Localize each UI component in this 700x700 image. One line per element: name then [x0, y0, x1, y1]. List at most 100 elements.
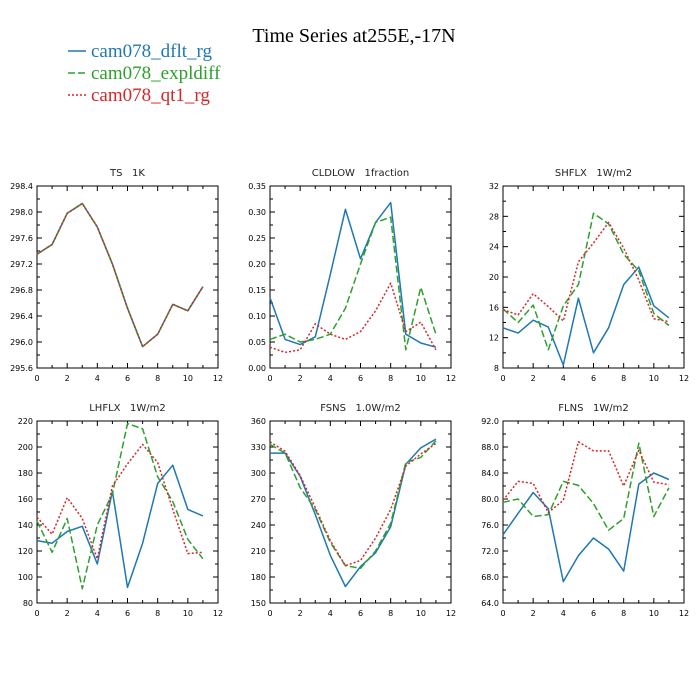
series-line-cam078_qt1_rg	[502, 441, 670, 514]
series-line-cam078_dflt_rg	[269, 201, 437, 348]
chart-panel-1: TS 1K 0 2 4 6 8 10 12 295.6 296.0 296.4 296.8 297.2 2…	[10, 168, 223, 383]
chart-panels: TS 1K 0 2 4 6 8 10 12 295.6 296.0 296.4 296.8 297.2 2…	[10, 168, 689, 618]
y-tick-label: 0.30	[248, 208, 266, 217]
x-tick-label: 0	[500, 609, 505, 618]
series-line-cam078_expldiff	[502, 442, 670, 531]
y-tick-label: 0.10	[248, 312, 266, 321]
y-tick-label: 8	[494, 364, 499, 373]
x-tick-label: 8	[388, 374, 393, 383]
panel-title: FLNS 1W/m2	[558, 403, 628, 414]
x-tick-label: 8	[388, 609, 393, 618]
x-tick-label: 12	[446, 374, 456, 383]
plot-frame	[269, 420, 452, 604]
x-tick-label: 4	[561, 374, 566, 383]
y-tick-label: 80.0	[481, 495, 499, 504]
y-tick-label: 360	[251, 417, 266, 426]
y-tick-label: 76.0	[481, 521, 499, 530]
x-tick-label: 6	[591, 374, 596, 383]
y-tick-label: 298.0	[10, 208, 33, 217]
y-tick-label: 12	[489, 334, 499, 343]
x-tick-label: 0	[34, 609, 39, 618]
x-tick-label: 0	[34, 374, 39, 383]
x-tick-label: 12	[213, 609, 223, 618]
series-line-cam078_qt1_rg	[36, 443, 203, 560]
plot-frame	[36, 420, 219, 604]
series-line-cam078_dflt_rg	[36, 202, 204, 348]
x-tick-label: 6	[125, 609, 130, 618]
series-line-cam078_expldiff	[36, 422, 204, 590]
series-line-cam078_expldiff	[269, 216, 437, 351]
series-line-cam078_qt1_rg	[502, 221, 670, 323]
y-tick-label: 68.0	[481, 573, 499, 582]
y-tick-label: 200	[18, 443, 33, 452]
x-tick-label: 12	[213, 374, 223, 383]
x-tick-label: 10	[416, 374, 426, 383]
y-tick-label: 296.0	[10, 338, 33, 347]
legend: cam078_dflt_rgcam078_expldiffcam078_qt1_…	[68, 41, 221, 106]
y-tick-label: 100	[18, 573, 33, 582]
x-tick-label: 12	[679, 609, 689, 618]
x-tick-label: 2	[531, 609, 536, 618]
x-tick-label: 4	[328, 609, 333, 618]
x-tick-label: 12	[446, 609, 456, 618]
series-line-cam078_dflt_rg	[502, 472, 670, 583]
y-tick-label: 180	[18, 469, 33, 478]
y-tick-label: 16	[489, 303, 499, 312]
x-tick-label: 6	[358, 374, 363, 383]
y-tick-label: 270	[251, 495, 266, 504]
x-tick-label: 8	[155, 609, 160, 618]
y-tick-label: 92.0	[481, 417, 499, 426]
x-tick-label: 0	[500, 374, 505, 383]
y-tick-label: 296.4	[10, 312, 33, 321]
y-tick-label: 0.05	[248, 338, 266, 347]
y-tick-label: 210	[251, 547, 266, 556]
y-tick-label: 0.20	[248, 260, 266, 269]
chart-panel-6: FLNS 1W/m2 0 2 4 6 8 10 12 64.0 68.0 72.0 76.0 80.0 8…	[481, 403, 689, 618]
y-tick-label: 88.0	[481, 443, 499, 452]
y-tick-label: 160	[18, 495, 33, 504]
x-tick-label: 10	[416, 609, 426, 618]
x-tick-label: 10	[649, 609, 659, 618]
y-tick-label: 296.8	[10, 286, 33, 295]
x-tick-label: 10	[183, 609, 193, 618]
y-tick-label: 0.25	[248, 234, 266, 243]
x-tick-label: 10	[183, 374, 193, 383]
y-tick-label: 297.2	[10, 260, 33, 269]
y-tick-label: 84.0	[481, 469, 499, 478]
y-tick-label: 80	[23, 599, 33, 608]
y-tick-label: 0.00	[248, 364, 266, 373]
x-tick-label: 10	[649, 374, 659, 383]
x-tick-label: 8	[621, 609, 626, 618]
y-tick-label: 180	[251, 573, 266, 582]
y-tick-label: 140	[18, 521, 33, 530]
series-line-cam078_qt1_rg	[269, 441, 437, 567]
panel-title: FSNS 1.0W/m2	[320, 403, 401, 414]
y-tick-label: 150	[251, 599, 266, 608]
x-tick-label: 2	[65, 609, 70, 618]
legend-label-3: cam078_qt1_rg	[91, 85, 210, 106]
panel-title: TS 1K	[109, 168, 145, 179]
x-tick-label: 8	[155, 374, 160, 383]
y-tick-label: 300	[251, 469, 266, 478]
x-tick-label: 6	[591, 609, 596, 618]
y-tick-label: 32	[489, 182, 499, 191]
x-tick-label: 8	[621, 374, 626, 383]
plot-frame	[36, 185, 219, 369]
series-line-cam078_expldiff	[269, 440, 437, 570]
series-line-cam078_qt1_rg	[36, 202, 204, 348]
y-tick-label: 72.0	[481, 547, 499, 556]
x-tick-label: 2	[65, 374, 70, 383]
panel-title: SHFLX 1W/m2	[555, 168, 632, 179]
y-tick-label: 295.6	[10, 364, 33, 373]
series-line-cam078_qt1_rg	[269, 282, 437, 354]
panel-title: CLDLOW 1fraction	[312, 168, 410, 179]
legend-label-2: cam078_expldiff	[91, 63, 221, 84]
chart-panel-4: LHFLX 1W/m2 0 2 4 6 8 10 12 80 100 120 140 160 180 200…	[18, 403, 223, 618]
legend-label-1: cam078_dflt_rg	[91, 41, 213, 62]
y-tick-label: 64.0	[481, 599, 499, 608]
x-tick-label: 2	[531, 374, 536, 383]
x-tick-label: 4	[561, 609, 566, 618]
series-line-cam078_dflt_rg	[502, 266, 670, 366]
y-tick-label: 330	[251, 443, 266, 452]
